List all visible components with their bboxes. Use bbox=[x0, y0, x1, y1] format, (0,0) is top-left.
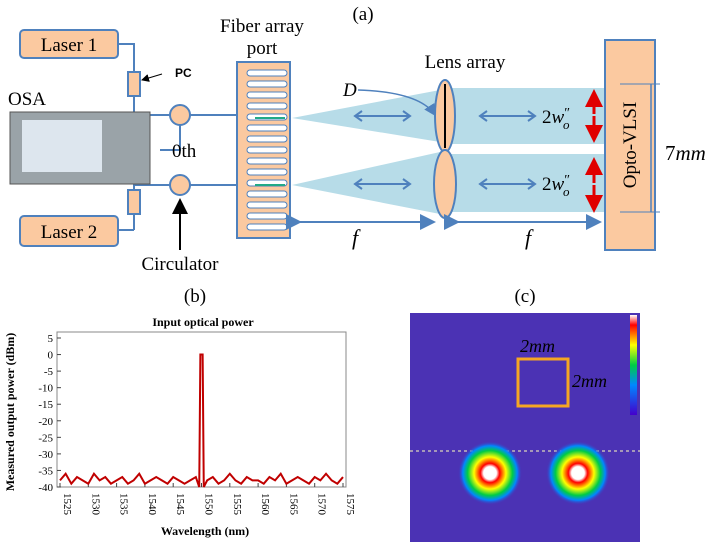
zeroth-label: 0th bbox=[172, 141, 197, 162]
focal-label: f bbox=[525, 225, 534, 250]
y-tick-label: 0 bbox=[48, 350, 54, 362]
y-tick-label: -15 bbox=[38, 399, 53, 411]
x-tick-label: 1575 bbox=[344, 493, 356, 516]
beam-image: (c) 2mm 2mm bbox=[410, 286, 640, 542]
x-tick-label: 1570 bbox=[316, 493, 328, 516]
x-tick-label: 1550 bbox=[203, 493, 215, 516]
pc-box bbox=[128, 72, 140, 96]
port-label: port bbox=[247, 38, 278, 59]
pc-box bbox=[128, 190, 140, 214]
slot bbox=[247, 191, 287, 197]
spectrum-chart: Input optical power Wavelength (nm) Meas… bbox=[3, 315, 356, 538]
figure: (a) Laser 1 Laser 2 PC OSA 0th Circulato… bbox=[0, 0, 706, 542]
slot bbox=[247, 213, 287, 219]
pc-label: PC bbox=[175, 66, 192, 80]
laser-label: Laser 1 bbox=[41, 35, 97, 56]
slot bbox=[247, 158, 287, 164]
d-label: D bbox=[342, 80, 357, 101]
spectrum-line bbox=[60, 355, 343, 487]
y-tick-label: -30 bbox=[38, 449, 53, 461]
slot bbox=[247, 224, 287, 230]
x-tick-label: 1535 bbox=[118, 493, 130, 516]
x-tick-label: 1545 bbox=[174, 493, 186, 516]
y-tick-label: 5 bbox=[48, 333, 54, 345]
chart-title: Input optical power bbox=[152, 315, 254, 329]
panel-label: (c) bbox=[514, 286, 535, 307]
lens-label: Lens array bbox=[425, 52, 506, 73]
fiber-slots bbox=[247, 70, 287, 230]
width-label: 7mm bbox=[665, 141, 706, 165]
y-axis-label: Measured output power (dBm) bbox=[3, 333, 17, 492]
square-width: 2mm bbox=[520, 336, 555, 356]
slot bbox=[247, 147, 287, 153]
beam-spot bbox=[546, 441, 610, 505]
slot bbox=[247, 125, 287, 131]
osa-screen bbox=[22, 120, 102, 172]
colorbar bbox=[630, 315, 637, 415]
circulator bbox=[170, 175, 190, 195]
y-tick-label: -20 bbox=[38, 416, 53, 428]
osa-label: OSA bbox=[8, 89, 46, 110]
slot bbox=[247, 136, 287, 142]
slot bbox=[247, 81, 287, 87]
y-tick-label: -40 bbox=[38, 482, 53, 494]
y-tick-label: -25 bbox=[38, 432, 53, 444]
panel-label: (a) bbox=[352, 4, 373, 25]
circulator-label: Circulator bbox=[141, 254, 219, 275]
setup-diagram: (a) Laser 1 Laser 2 PC OSA 0th Circulato… bbox=[8, 4, 706, 275]
laser-label: Laser 2 bbox=[41, 222, 97, 243]
lens bbox=[434, 150, 456, 218]
port-label: Fiber array bbox=[220, 16, 304, 37]
slot bbox=[247, 92, 287, 98]
arrow bbox=[142, 74, 162, 80]
slot bbox=[247, 202, 287, 208]
x-tick-label: 1560 bbox=[259, 493, 271, 516]
beam-spot bbox=[458, 441, 522, 505]
slot bbox=[247, 169, 287, 175]
x-tick-label: 1525 bbox=[61, 493, 73, 516]
x-tick-label: 1530 bbox=[89, 493, 101, 516]
focal-label: f bbox=[352, 225, 361, 250]
slot bbox=[247, 103, 287, 109]
x-tick-label: 1555 bbox=[231, 493, 243, 516]
square-height: 2mm bbox=[572, 371, 607, 391]
slot bbox=[247, 70, 287, 76]
vlsi-label: Opto-VLSI bbox=[620, 102, 641, 189]
y-tick-label: -5 bbox=[44, 366, 54, 378]
x-tick-label: 1565 bbox=[287, 493, 299, 516]
panel-label: (b) bbox=[184, 286, 206, 307]
y-tick-label: -35 bbox=[38, 465, 53, 477]
x-tick-label: 1540 bbox=[146, 493, 158, 516]
circulator bbox=[170, 105, 190, 125]
x-axis-label: Wavelength (nm) bbox=[161, 524, 249, 538]
y-tick-label: -10 bbox=[38, 383, 53, 395]
